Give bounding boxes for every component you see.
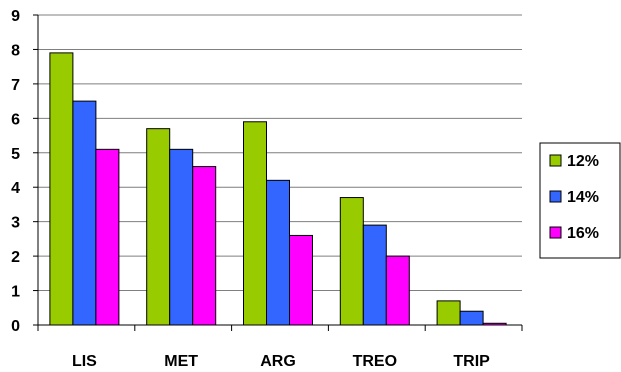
y-tick-label: 1 — [11, 284, 20, 301]
bar-trip-1 — [459, 310, 484, 326]
bar-met-1 — [169, 148, 194, 326]
y-tick-label: 6 — [11, 111, 20, 128]
x-axis-categories: LIS MET ARG TREO TRIP — [72, 353, 490, 370]
bar-trip-0 — [436, 300, 461, 326]
bar-lis-1 — [72, 100, 97, 326]
y-tick-label: 7 — [11, 77, 20, 94]
bar-treo-0 — [339, 197, 364, 326]
y-tick-label: 3 — [11, 215, 20, 232]
axes — [37, 15, 523, 331]
bar-lis-0 — [49, 52, 74, 326]
bar-lis-2 — [95, 148, 120, 326]
legend-label-1: 14% — [567, 189, 599, 206]
category-label-arg: ARG — [260, 353, 296, 370]
bar-treo-1 — [362, 224, 387, 326]
bar-treo-2 — [385, 255, 410, 326]
category-label-treo: TREO — [353, 353, 397, 370]
y-tick-label: 5 — [11, 146, 20, 163]
category-label-trip: TRIP — [453, 353, 490, 370]
legend-label-0: 12% — [567, 153, 599, 170]
y-tick-label: 4 — [11, 180, 20, 197]
legend-swatch-0 — [549, 154, 562, 167]
category-label-met: MET — [164, 353, 198, 370]
y-tick-label: 8 — [11, 42, 20, 59]
bar-arg-2 — [289, 234, 313, 326]
bar-met-0 — [146, 128, 171, 326]
y-tick-label: 9 — [11, 8, 20, 25]
bar-arg-0 — [243, 121, 267, 326]
legend: 12% 14% 16% — [539, 142, 621, 259]
bars — [49, 52, 507, 326]
bar-arg-1 — [266, 179, 290, 326]
y-axis-ticks: 0 1 2 3 4 5 6 7 8 9 — [11, 8, 38, 335]
y-tick-label: 0 — [11, 318, 20, 335]
bar-met-2 — [192, 166, 217, 326]
legend-swatch-2 — [549, 226, 562, 239]
y-tick-label: 2 — [11, 249, 20, 266]
legend-swatch-1 — [549, 190, 562, 203]
category-label-lis: LIS — [72, 353, 97, 370]
legend-label-2: 16% — [567, 225, 599, 242]
